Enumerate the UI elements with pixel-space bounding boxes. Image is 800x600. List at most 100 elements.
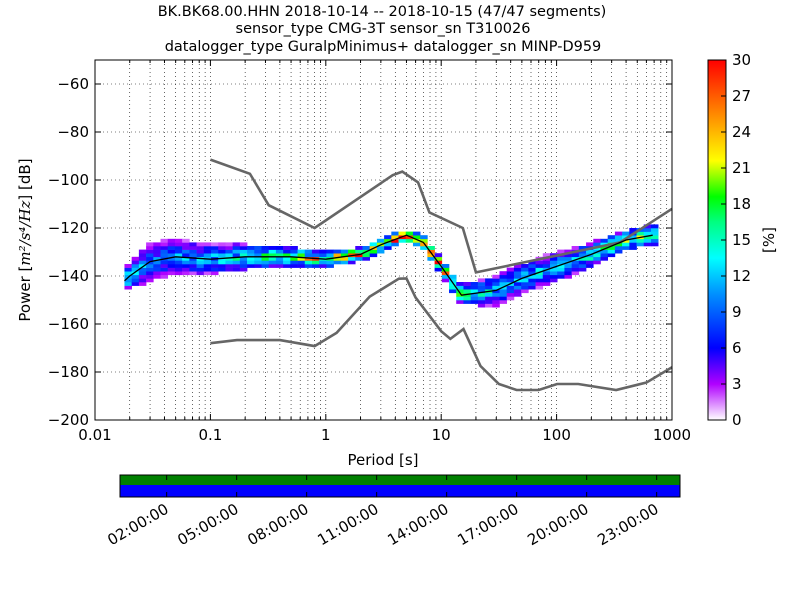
ppsd-cell	[218, 267, 226, 272]
ppsd-cell	[138, 271, 147, 276]
ppsd-cell	[254, 249, 262, 254]
ppsd-cell	[470, 289, 479, 294]
ppsd-cell	[225, 260, 233, 265]
ppsd-cell	[297, 249, 306, 254]
y-axis-label-suffix: ] [dB]	[16, 158, 34, 200]
ppsd-cell	[283, 256, 291, 261]
ppsd-cell	[369, 249, 378, 254]
colorbar-label: [%]	[760, 227, 778, 253]
ppsd-cell	[578, 264, 587, 268]
ppsd-cell	[131, 282, 140, 286]
ppsd-cell	[160, 260, 169, 265]
ppsd-cell	[203, 242, 212, 247]
ppsd-cell	[326, 264, 334, 268]
ppsd-cell	[203, 253, 212, 258]
ppsd-cell	[398, 238, 407, 243]
ppsd-cell	[600, 249, 608, 254]
ppsd-cell	[182, 271, 190, 276]
ppsd-cell	[160, 246, 169, 250]
ppsd-cell	[477, 285, 486, 290]
ppsd-cell	[196, 260, 205, 265]
ppsd-cell	[203, 249, 212, 254]
ppsd-cell	[593, 238, 601, 243]
ppsd-cell	[153, 274, 161, 279]
ppsd-cell	[571, 253, 580, 258]
grid	[95, 60, 672, 420]
ppsd-cell	[441, 274, 450, 279]
ppsd-cell	[211, 242, 219, 247]
ppsd-cell	[571, 264, 580, 268]
ppsd-cell	[254, 264, 262, 268]
ppsd-cell	[232, 260, 241, 265]
ppsd-cell	[535, 274, 544, 279]
x-tick-label: 10	[432, 426, 451, 444]
ppsd-cell	[384, 238, 392, 243]
ppsd-cell	[600, 246, 608, 250]
ppsd-cell	[283, 260, 291, 265]
ppsd-cell	[492, 274, 500, 279]
ppsd-cell	[650, 228, 659, 232]
ppsd-cell	[297, 253, 306, 258]
ppsd-cell	[167, 256, 176, 261]
ppsd-cell	[167, 271, 176, 276]
ppsd-cell	[650, 242, 659, 247]
ppsd-cell	[174, 242, 183, 247]
ppsd-cell	[275, 246, 284, 250]
ppsd-cell	[362, 256, 370, 261]
ppsd-cell	[290, 246, 298, 250]
y-tick-label: −180	[48, 363, 89, 381]
ppsd-cell	[506, 296, 515, 301]
ppsd-cell	[218, 246, 226, 250]
ppsd-cell	[499, 292, 508, 297]
ppsd-cell	[434, 267, 443, 272]
ppsd-cell	[138, 260, 147, 265]
ppsd-cell	[124, 285, 132, 290]
ppsd-cell	[275, 264, 284, 268]
ppsd-cell	[290, 256, 298, 261]
ppsd-cell	[182, 267, 190, 272]
ppsd-cell	[477, 303, 486, 308]
ppsd-cell	[225, 246, 233, 250]
ppsd-cell	[239, 253, 248, 258]
ppsd-cell	[412, 238, 421, 243]
ppsd-cell	[189, 246, 197, 250]
ppsd-cell	[196, 242, 205, 247]
ppsd-cell	[449, 285, 457, 290]
ppsd-cell	[449, 278, 457, 283]
ppsd-cell	[600, 256, 608, 261]
colorbar-tick-label: 15	[732, 231, 751, 249]
ppsd-cell	[643, 224, 652, 229]
ppsd-cell	[174, 246, 183, 250]
ppsd-cell	[485, 300, 493, 304]
ppsd-cell	[650, 235, 659, 240]
ppsd-cell	[470, 300, 479, 304]
ppsd-cell	[275, 249, 284, 254]
ppsd-cell	[571, 256, 580, 261]
ppsd-cell	[586, 260, 594, 265]
ppsd-cell	[405, 238, 414, 243]
colorbar-tick-label: 6	[732, 339, 742, 357]
ppsd-cell	[196, 249, 205, 254]
ppsd-cell	[629, 246, 637, 250]
colorbar-tick-label: 9	[732, 303, 742, 321]
noise-model-nlnm	[210, 277, 673, 392]
ppsd-cell	[131, 260, 140, 265]
ppsd-cell	[376, 249, 385, 254]
ppsd-cell	[261, 246, 270, 250]
ppsd-cell	[239, 249, 248, 254]
ppsd-cell	[153, 253, 161, 258]
ppsd-cell	[131, 271, 140, 276]
ppsd-cell	[528, 267, 536, 272]
ppsd-cell	[557, 271, 565, 276]
ppsd-cell	[189, 271, 197, 276]
ppsd-cell	[427, 256, 435, 261]
ppsd-cell	[542, 282, 551, 286]
ppsd-cell	[138, 274, 147, 279]
ppsd-cell	[124, 264, 132, 268]
ppsd-cell	[348, 256, 356, 261]
ppsd-cell	[564, 271, 572, 276]
ppsd-cell	[600, 253, 608, 258]
ppsd-cell	[542, 264, 551, 268]
ppsd-cell	[427, 246, 435, 250]
